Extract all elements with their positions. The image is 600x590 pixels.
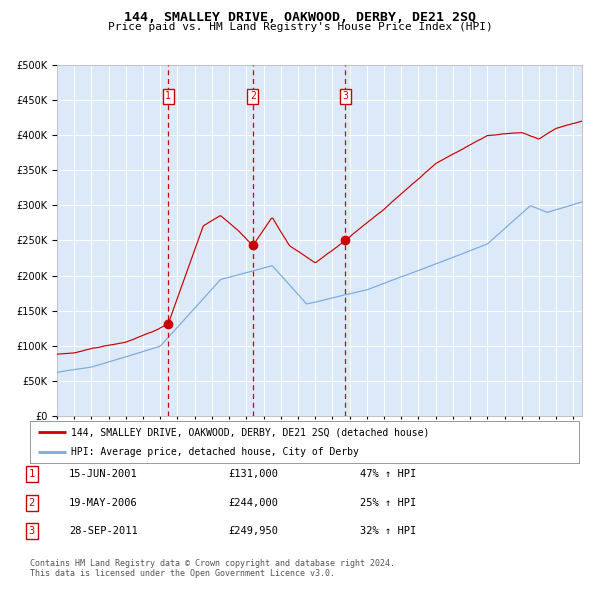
- Text: 1: 1: [165, 91, 171, 101]
- Text: 3: 3: [342, 91, 348, 101]
- Text: 144, SMALLEY DRIVE, OAKWOOD, DERBY, DE21 2SQ: 144, SMALLEY DRIVE, OAKWOOD, DERBY, DE21…: [124, 11, 476, 24]
- Text: 32% ↑ HPI: 32% ↑ HPI: [360, 526, 416, 536]
- Text: £249,950: £249,950: [228, 526, 278, 536]
- Text: HPI: Average price, detached house, City of Derby: HPI: Average price, detached house, City…: [71, 447, 359, 457]
- Text: 1: 1: [29, 470, 35, 479]
- Text: 19-MAY-2006: 19-MAY-2006: [69, 498, 138, 507]
- Text: £131,000: £131,000: [228, 470, 278, 479]
- Text: 28-SEP-2011: 28-SEP-2011: [69, 526, 138, 536]
- Text: 2: 2: [29, 498, 35, 507]
- Text: 47% ↑ HPI: 47% ↑ HPI: [360, 470, 416, 479]
- Text: Contains HM Land Registry data © Crown copyright and database right 2024.: Contains HM Land Registry data © Crown c…: [30, 559, 395, 568]
- Text: 3: 3: [29, 526, 35, 536]
- Text: 25% ↑ HPI: 25% ↑ HPI: [360, 498, 416, 507]
- Text: 2: 2: [250, 91, 256, 101]
- Text: This data is licensed under the Open Government Licence v3.0.: This data is licensed under the Open Gov…: [30, 569, 335, 578]
- Text: 15-JUN-2001: 15-JUN-2001: [69, 470, 138, 479]
- Text: £244,000: £244,000: [228, 498, 278, 507]
- Text: Price paid vs. HM Land Registry's House Price Index (HPI): Price paid vs. HM Land Registry's House …: [107, 22, 493, 32]
- Text: 144, SMALLEY DRIVE, OAKWOOD, DERBY, DE21 2SQ (detached house): 144, SMALLEY DRIVE, OAKWOOD, DERBY, DE21…: [71, 427, 430, 437]
